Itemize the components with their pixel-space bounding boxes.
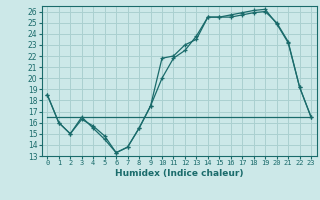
X-axis label: Humidex (Indice chaleur): Humidex (Indice chaleur) xyxy=(115,169,244,178)
